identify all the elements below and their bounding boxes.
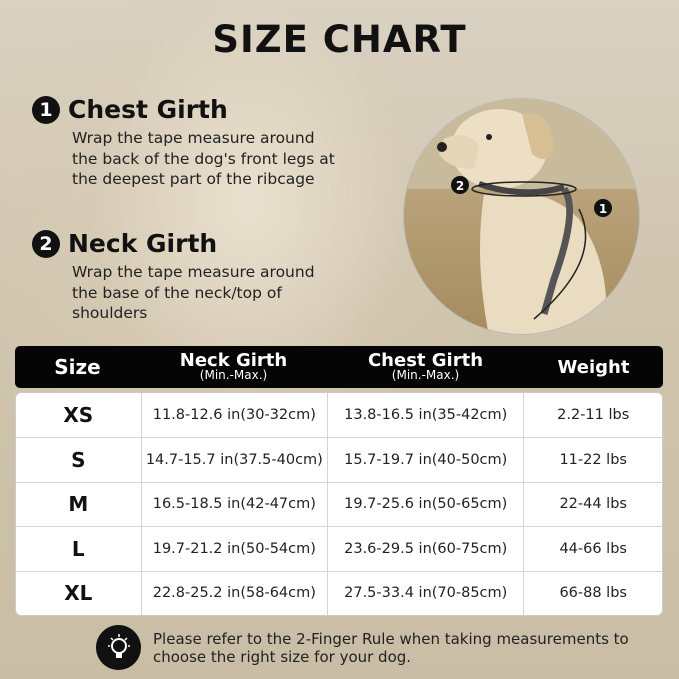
- photo-marker-1: 1: [599, 202, 607, 216]
- photo-marker-2: 2: [456, 179, 464, 193]
- size-cell: XL: [64, 581, 93, 606]
- weight-cell: 44-66 lbs: [523, 527, 662, 571]
- neck-cell: 22.8-25.2 in(58-64cm): [140, 571, 327, 615]
- section-heading: Chest Girth: [68, 95, 228, 124]
- weight-cell: 2.2-11 lbs: [523, 393, 662, 438]
- chest-cell: 19.7-25.6 in(50-65cm): [327, 482, 523, 527]
- size-cell: L: [71, 536, 85, 561]
- tip-note: Please refer to the 2-Finger Rule when t…: [96, 625, 633, 670]
- lightbulb-icon: [96, 625, 141, 670]
- chest-cell: 15.7-19.7 in(40-50cm): [327, 438, 523, 482]
- header-weight: Weight: [557, 356, 630, 378]
- header-chest: Chest Girth (Min.-Max.): [367, 350, 484, 382]
- number-badge-2: 2: [32, 229, 60, 258]
- neck-cell: 14.7-15.7 in(37.5-40cm): [140, 438, 327, 482]
- neck-cell: 16.5-18.5 in(42-47cm): [140, 482, 327, 527]
- chest-cell: 23.6-29.5 in(60-75cm): [327, 527, 523, 571]
- table-row: S 14.7-15.7 in(37.5-40cm) 15.7-19.7 in(40-…: [16, 437, 662, 482]
- table-header: Size Neck Girth (Min.-Max.) Chest Girth (M…: [15, 346, 663, 388]
- number-badge-1: 1: [32, 95, 60, 124]
- chest-cell: 27.5-33.4 in(70-85cm): [327, 571, 523, 615]
- tip-text: Please refer to the 2-Finger Rule when t…: [153, 629, 629, 666]
- header-size: Size: [54, 354, 101, 379]
- weight-cell: 66-88 lbs: [523, 571, 662, 615]
- section-heading: Neck Girth: [68, 229, 218, 258]
- chest-cell: 13.8-16.5 in(35-42cm): [327, 393, 523, 438]
- table-row: XS 11.8-12.6 in(30-32cm) 13.8-16.5 in(35-4…: [16, 393, 662, 438]
- weight-cell: 22-44 lbs: [523, 482, 662, 527]
- size-cell: XS: [63, 403, 94, 428]
- size-cell: M: [68, 492, 89, 517]
- neck-cell: 11.8-12.6 in(30-32cm): [140, 393, 327, 438]
- header-neck: Neck Girth (Min.-Max.): [179, 350, 288, 382]
- table-row: XL 22.8-25.2 in(58-64cm) 27.5-33.4 in(70-8…: [16, 570, 662, 615]
- section-description: Wrap the tape measure around the back of…: [72, 129, 335, 188]
- table-row: M 16.5-18.5 in(42-47cm) 19.7-25.6 in(50-65…: [16, 481, 662, 527]
- dog-photo: 2 1: [403, 98, 640, 335]
- size-cell: S: [71, 448, 86, 473]
- neck-girth-section: 2 Neck Girth Wrap the tape measure around…: [32, 229, 322, 324]
- section-description: Wrap the tape measure around the base of…: [72, 263, 315, 322]
- size-table: Size Neck Girth (Min.-Max.) Chest Girth (M…: [15, 346, 663, 616]
- weight-cell: 11-22 lbs: [523, 438, 662, 482]
- table-row: L 19.7-21.2 in(50-54cm) 23.6-29.5 in(60-75…: [16, 526, 662, 571]
- page-title: SIZE CHART: [212, 18, 467, 61]
- chest-girth-section: 1 Chest Girth Wrap the tape measure aroun…: [32, 95, 342, 190]
- neck-cell: 19.7-21.2 in(50-54cm): [140, 527, 327, 571]
